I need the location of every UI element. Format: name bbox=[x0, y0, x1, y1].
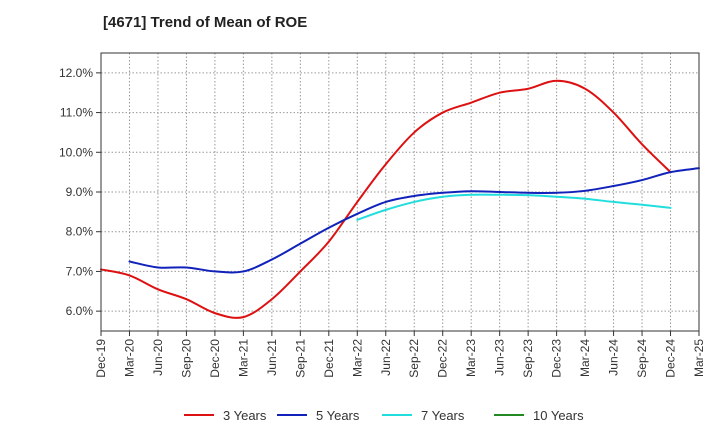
x-tick-label: Jun-24 bbox=[607, 339, 621, 376]
x-axis-ticks: Dec-19 Mar-20 Jun-20 Sep-20 Dec-20 Mar-21 Jun-… bbox=[94, 331, 706, 378]
chart-title: [4671] Trend of Mean of ROE bbox=[103, 14, 308, 31]
x-tick-label: Jun-21 bbox=[265, 339, 279, 376]
x-tick-label: Sep-23 bbox=[521, 339, 535, 378]
x-tick-label: Dec-22 bbox=[436, 339, 450, 378]
legend-label-10-years: 10 Years bbox=[533, 408, 584, 423]
x-tick-label: Mar-24 bbox=[578, 339, 592, 377]
x-tick-label: Dec-23 bbox=[550, 339, 564, 378]
x-tick-label: Mar-25 bbox=[692, 339, 706, 377]
x-tick-label: Mar-23 bbox=[464, 339, 478, 377]
x-tick-label: Dec-20 bbox=[208, 339, 222, 378]
series-line-5-years bbox=[128, 167, 700, 274]
y-tick-label: 11.0% bbox=[60, 106, 93, 120]
x-tick-label: Dec-24 bbox=[664, 339, 678, 378]
series-lines bbox=[100, 79, 700, 319]
grid-lines bbox=[101, 53, 699, 331]
legend-label-7-years: 7 Years bbox=[421, 408, 465, 423]
x-tick-label: Mar-21 bbox=[236, 339, 250, 377]
x-tick-label: Mar-20 bbox=[122, 339, 136, 377]
y-tick-label: 9.0% bbox=[66, 185, 94, 199]
series-line-7-years bbox=[356, 193, 672, 221]
y-tick-label: 10.0% bbox=[59, 145, 93, 159]
y-axis-ticks: 6.0% 7.0% 8.0% 9.0% 10.0% 11.0% 12.0% bbox=[59, 66, 101, 318]
legend-label-5-years: 5 Years bbox=[316, 408, 360, 423]
legend: 3 Years 5 Years 7 Years 10 Years bbox=[184, 408, 584, 423]
y-tick-label: 8.0% bbox=[66, 225, 94, 239]
x-tick-label: Dec-21 bbox=[322, 339, 336, 378]
x-tick-label: Jun-23 bbox=[493, 339, 507, 376]
y-tick-label: 6.0% bbox=[66, 304, 94, 318]
x-tick-label: Sep-22 bbox=[407, 339, 421, 378]
x-tick-label: Dec-19 bbox=[94, 339, 108, 378]
series-line-3-years bbox=[100, 79, 672, 319]
x-tick-label: Mar-22 bbox=[350, 339, 364, 377]
x-tick-label: Sep-24 bbox=[635, 339, 649, 378]
y-tick-label: 12.0% bbox=[59, 66, 93, 80]
x-tick-label: Sep-21 bbox=[293, 339, 307, 378]
x-tick-label: Jun-20 bbox=[151, 339, 165, 376]
legend-label-3-years: 3 Years bbox=[223, 408, 267, 423]
y-tick-label: 7.0% bbox=[66, 264, 94, 278]
x-tick-label: Jun-22 bbox=[379, 339, 393, 376]
x-tick-label: Sep-20 bbox=[179, 339, 193, 378]
